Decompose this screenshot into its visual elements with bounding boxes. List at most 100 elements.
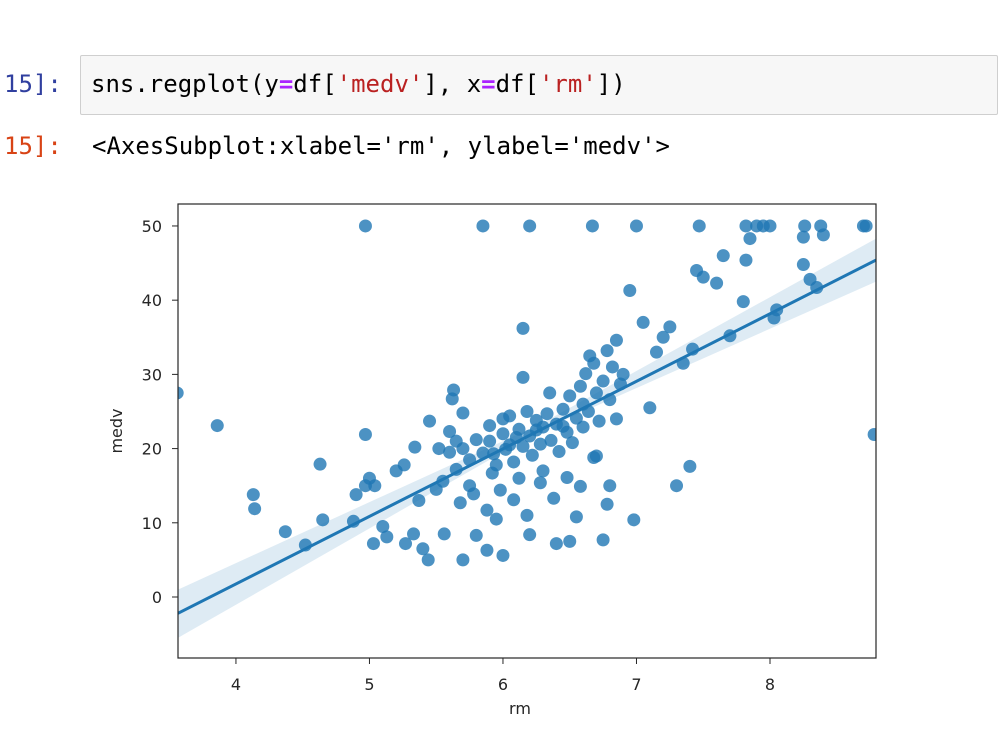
- point: [859, 219, 873, 233]
- x-axis-label: rm: [509, 699, 531, 718]
- point: [453, 496, 467, 510]
- point: [437, 527, 451, 541]
- point: [573, 479, 587, 493]
- point: [547, 491, 561, 505]
- code-token: df[: [495, 70, 539, 98]
- point: [407, 527, 421, 541]
- y-axis-label: medv: [107, 408, 126, 453]
- point: [516, 370, 530, 384]
- x-tick-label: 6: [498, 675, 508, 694]
- y-tick-label: 0: [152, 588, 162, 607]
- y-tick-label: 10: [142, 514, 162, 533]
- point: [670, 479, 684, 493]
- point: [736, 295, 750, 309]
- point: [476, 219, 490, 233]
- point: [696, 270, 710, 284]
- point: [739, 253, 753, 267]
- point: [456, 406, 470, 420]
- point: [533, 476, 547, 490]
- point: [485, 466, 499, 480]
- point: [683, 459, 697, 473]
- point: [540, 407, 554, 421]
- point: [596, 533, 610, 547]
- point: [480, 543, 494, 557]
- plot-frame: [177, 203, 877, 659]
- point: [798, 219, 812, 233]
- point: [796, 230, 810, 244]
- point: [469, 528, 483, 542]
- point: [563, 534, 577, 548]
- y-tick-label: 40: [142, 291, 162, 310]
- point: [627, 513, 641, 527]
- point: [523, 219, 537, 233]
- point: [358, 427, 372, 441]
- point: [467, 487, 481, 501]
- code-token: =: [481, 70, 496, 98]
- point: [507, 455, 521, 469]
- x-tick-label: 8: [765, 675, 775, 694]
- point: [368, 479, 382, 493]
- point: [376, 520, 390, 534]
- point: [533, 437, 547, 451]
- point: [248, 502, 262, 516]
- point: [496, 427, 510, 441]
- point: [796, 258, 810, 272]
- point: [605, 360, 619, 374]
- point: [565, 436, 579, 450]
- point: [349, 488, 363, 502]
- point: [600, 344, 614, 358]
- point: [629, 219, 643, 233]
- point: [408, 440, 422, 454]
- point: [512, 471, 526, 485]
- point: [399, 537, 413, 551]
- x-tick-label: 5: [364, 675, 374, 694]
- point: [210, 419, 224, 433]
- code-token: 'medv': [336, 70, 424, 98]
- code-cell[interactable]: sns.regplot(y=df['medv'], x=df['rm']): [80, 55, 998, 115]
- point: [623, 284, 637, 298]
- point: [585, 219, 599, 233]
- point: [816, 228, 830, 242]
- point: [743, 232, 757, 246]
- point: [397, 458, 411, 472]
- point: [493, 483, 507, 497]
- code-token: 'rm': [538, 70, 597, 98]
- point: [447, 383, 461, 397]
- point: [313, 457, 327, 471]
- point: [763, 219, 777, 233]
- point: [456, 553, 470, 567]
- point: [600, 497, 614, 511]
- input-prompt: 15]:: [4, 70, 62, 98]
- y-tick-label: 20: [142, 440, 162, 459]
- point: [556, 402, 570, 416]
- point: [549, 537, 563, 551]
- point: [520, 404, 534, 418]
- point: [536, 464, 550, 478]
- point: [589, 386, 603, 400]
- point: [358, 219, 372, 233]
- point: [178, 386, 184, 400]
- point: [469, 433, 483, 447]
- point: [246, 488, 260, 502]
- point: [643, 401, 657, 415]
- point: [560, 425, 574, 439]
- output-prompt: 15]:: [4, 132, 62, 160]
- point: [421, 553, 435, 567]
- point: [525, 448, 539, 462]
- point: [516, 439, 530, 453]
- point: [569, 510, 583, 524]
- code-token: =: [278, 70, 294, 98]
- point: [489, 512, 503, 526]
- point: [366, 537, 380, 551]
- point: [520, 508, 534, 522]
- point: [867, 427, 876, 441]
- point: [449, 434, 463, 448]
- point: [563, 389, 577, 403]
- point: [596, 374, 610, 388]
- point: [316, 513, 330, 527]
- point: [739, 219, 753, 233]
- point: [560, 471, 574, 485]
- point: [512, 422, 526, 436]
- point: [576, 420, 590, 434]
- point: [278, 525, 292, 539]
